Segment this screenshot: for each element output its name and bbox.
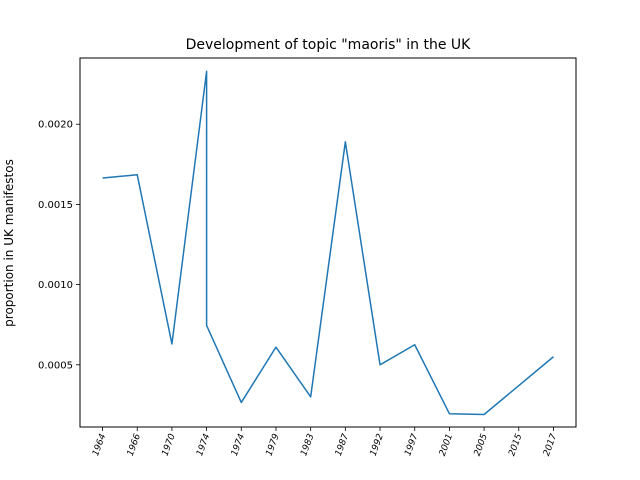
x-tick-label: 1970	[161, 432, 178, 457]
x-tick-label: 2017	[542, 432, 559, 457]
x-tick-label: 2005	[473, 432, 490, 457]
x-tick-label: 2015	[507, 432, 524, 457]
x-tick-label: 1964	[91, 432, 108, 457]
axis-ticks: 0.0005 0.0010 0.0015 0.0020 1964 1966 1970 1974…	[38, 120, 559, 458]
x-tick-label: 1997	[403, 432, 420, 457]
y-tick-label: 0.0010	[38, 280, 73, 291]
y-tick-label: 0.0005	[38, 360, 73, 371]
x-tick-label: 1974	[230, 432, 247, 457]
x-tick-label: 1983	[299, 432, 316, 457]
y-axis-label: proportion in UK manifestos	[2, 159, 16, 327]
y-tick-label: 0.0015	[38, 200, 73, 211]
x-tick-label: 1992	[369, 432, 386, 457]
x-tick-label: 2001	[438, 433, 455, 458]
chart-title: Development of topic "maoris" in the UK	[186, 37, 472, 53]
x-tick-label: 1974	[195, 432, 212, 457]
y-tick-label: 0.0020	[38, 120, 73, 131]
x-tick-label: 1966	[126, 432, 143, 457]
series-line	[102, 70, 554, 416]
x-tick-label: 1979	[265, 432, 282, 457]
plot-frame	[79, 57, 577, 428]
series-layer	[102, 70, 554, 416]
x-tick-label: 1987	[334, 432, 351, 457]
